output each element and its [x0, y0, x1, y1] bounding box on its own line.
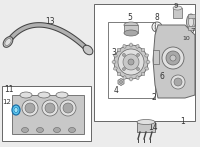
Ellipse shape: [141, 48, 145, 52]
Ellipse shape: [14, 107, 18, 112]
Text: 6: 6: [160, 71, 164, 81]
Ellipse shape: [123, 44, 126, 48]
Text: 3: 3: [112, 47, 116, 56]
Circle shape: [174, 78, 182, 86]
Ellipse shape: [130, 43, 132, 47]
Circle shape: [45, 103, 55, 113]
Ellipse shape: [137, 120, 155, 125]
Ellipse shape: [145, 67, 149, 70]
Text: 11: 11: [4, 85, 14, 93]
Text: 12: 12: [3, 99, 11, 105]
Text: 10: 10: [182, 35, 190, 41]
Circle shape: [170, 55, 176, 61]
Ellipse shape: [124, 30, 138, 36]
Ellipse shape: [38, 92, 50, 98]
Bar: [12, 95, 84, 134]
Text: 2: 2: [152, 93, 156, 102]
Circle shape: [166, 51, 180, 65]
Circle shape: [122, 53, 125, 56]
Text: 8: 8: [155, 12, 159, 21]
Circle shape: [120, 81, 122, 83]
Circle shape: [22, 100, 38, 116]
Ellipse shape: [83, 45, 93, 55]
Circle shape: [128, 59, 134, 65]
Bar: [124, 25, 138, 33]
Ellipse shape: [145, 54, 149, 57]
Text: 1: 1: [181, 117, 185, 126]
Ellipse shape: [123, 76, 126, 80]
Ellipse shape: [5, 39, 11, 46]
Bar: [137, 122, 155, 132]
Circle shape: [137, 68, 140, 71]
Text: 13: 13: [45, 16, 55, 25]
Circle shape: [122, 68, 125, 71]
Ellipse shape: [188, 17, 194, 27]
Text: 7: 7: [191, 28, 195, 34]
Bar: [173, 8, 182, 18]
Bar: [153, 50, 159, 64]
Text: 14: 14: [148, 123, 158, 132]
Ellipse shape: [117, 72, 121, 76]
Circle shape: [42, 100, 58, 116]
Ellipse shape: [124, 22, 138, 28]
Circle shape: [63, 103, 73, 113]
Ellipse shape: [56, 92, 68, 98]
Ellipse shape: [173, 6, 182, 10]
Circle shape: [25, 103, 35, 113]
Ellipse shape: [186, 14, 196, 30]
Ellipse shape: [12, 105, 20, 115]
Circle shape: [114, 45, 148, 79]
Text: 4: 4: [114, 86, 118, 95]
Ellipse shape: [141, 72, 145, 76]
Ellipse shape: [54, 127, 60, 132]
Bar: [2, 86, 91, 141]
Ellipse shape: [136, 44, 139, 48]
Ellipse shape: [68, 127, 76, 132]
Bar: [94, 4, 195, 121]
Circle shape: [60, 100, 76, 116]
Ellipse shape: [36, 127, 44, 132]
Ellipse shape: [22, 127, 29, 132]
Ellipse shape: [117, 48, 121, 52]
Circle shape: [118, 49, 144, 75]
Ellipse shape: [136, 76, 139, 80]
Text: 9: 9: [174, 3, 178, 9]
Ellipse shape: [113, 54, 117, 57]
Text: 5: 5: [128, 12, 132, 21]
Circle shape: [137, 53, 140, 56]
Ellipse shape: [146, 61, 150, 64]
Circle shape: [171, 75, 185, 89]
Ellipse shape: [112, 61, 116, 64]
Ellipse shape: [113, 67, 117, 70]
Ellipse shape: [3, 37, 13, 47]
Bar: [188, 26, 195, 30]
Bar: [188, 14, 195, 18]
Ellipse shape: [20, 92, 32, 98]
Circle shape: [162, 47, 184, 69]
Ellipse shape: [130, 77, 132, 81]
Bar: [108, 22, 155, 98]
Polygon shape: [153, 25, 195, 98]
Circle shape: [123, 54, 139, 70]
